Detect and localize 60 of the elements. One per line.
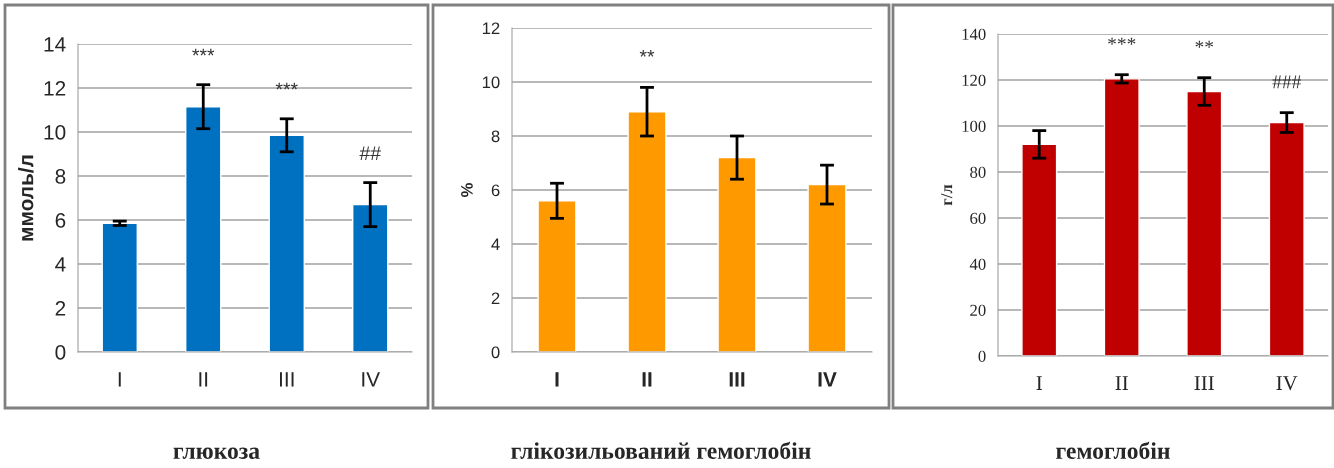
y-tick-label: 8 xyxy=(491,130,500,143)
bar xyxy=(1021,143,1058,356)
x-tick-label: III xyxy=(279,372,294,387)
data-label: *** xyxy=(1108,37,1136,45)
bar xyxy=(537,200,577,352)
y-axis-title: ммоль/л xyxy=(18,155,34,241)
bar xyxy=(101,222,138,352)
data-label: ** xyxy=(1195,40,1214,48)
text: гемоглобін xyxy=(1056,441,1170,459)
x-tick-label: II xyxy=(1115,376,1128,390)
bar xyxy=(268,134,305,352)
x-tick-label: III xyxy=(1194,376,1214,390)
x-tick-label: III xyxy=(729,372,745,387)
data-label: ## xyxy=(359,146,381,160)
y-tick-label: 2 xyxy=(55,301,66,316)
y-tick-label: 4 xyxy=(55,257,66,272)
y-axis-title: % xyxy=(461,183,473,197)
y-tick-label: 4 xyxy=(491,238,500,251)
y-tick-label: 20 xyxy=(970,304,986,316)
text: глікозильований гемоглобін xyxy=(511,441,811,459)
x-tick-label: IV xyxy=(818,372,837,387)
bar xyxy=(807,183,847,352)
bar xyxy=(352,203,389,352)
x-tick-label: I xyxy=(118,372,121,387)
x-tick-label: IV xyxy=(1276,376,1298,391)
bar xyxy=(717,156,757,352)
y-tick-label: 140 xyxy=(962,28,986,40)
y-axis-title: г/л xyxy=(941,184,953,206)
y-tick-label: 8 xyxy=(55,169,66,184)
x-tick-label: II xyxy=(199,372,208,387)
y-tick-label: 80 xyxy=(970,166,986,178)
y-tick-label: 6 xyxy=(491,184,500,197)
bar xyxy=(1268,121,1305,356)
bar xyxy=(1103,78,1140,356)
data-label: ** xyxy=(639,49,655,57)
x-tick-label: IV xyxy=(362,372,380,387)
y-tick-label: 12 xyxy=(482,22,500,35)
y-tick-label: 6 xyxy=(55,213,66,228)
data-label: ### xyxy=(1272,75,1301,89)
bar xyxy=(1186,90,1223,356)
bar xyxy=(627,111,667,352)
y-tick-label: 40 xyxy=(969,258,986,270)
y-tick-label: 0 xyxy=(491,346,500,359)
text: глюкоза xyxy=(173,447,260,459)
y-tick-label: 14 xyxy=(44,37,66,52)
y-tick-label: 0 xyxy=(55,345,66,360)
data-label: *** xyxy=(192,48,215,56)
y-tick-label: 10 xyxy=(44,125,66,140)
bar xyxy=(185,106,222,352)
y-tick-label: 12 xyxy=(44,81,66,96)
x-tick-label: I xyxy=(555,372,559,387)
x-tick-label: II xyxy=(642,372,652,387)
y-tick-label: 100 xyxy=(962,120,986,132)
y-tick-label: 120 xyxy=(962,74,986,86)
x-tick-label: I xyxy=(1036,376,1042,390)
y-tick-label: 60 xyxy=(970,212,986,224)
y-tick-label: 10 xyxy=(482,76,500,89)
y-tick-label: 0 xyxy=(978,350,986,362)
data-label: *** xyxy=(275,82,298,90)
y-tick-label: 2 xyxy=(491,292,500,305)
